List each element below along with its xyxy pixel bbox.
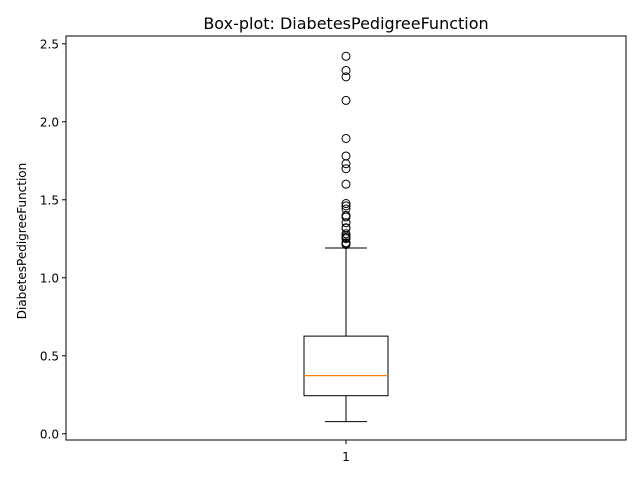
- y-tick-label: 2.0: [40, 115, 59, 129]
- outlier-point: [341, 133, 351, 143]
- outlier-point: [341, 151, 351, 161]
- y-tick-label: 1.0: [40, 271, 59, 285]
- chart-title: Box-plot: DiabetesPedigreeFunction: [203, 14, 488, 33]
- outlier-point: [341, 199, 351, 209]
- y-tick-label: 0.0: [40, 427, 59, 441]
- outlier-point: [341, 201, 351, 211]
- outlier-point: [341, 240, 351, 250]
- outlier-point: [341, 229, 351, 239]
- outlier-point: [341, 65, 351, 75]
- y-tick-label: 1.5: [40, 193, 59, 207]
- outlier-point: [341, 218, 351, 228]
- outlier-point: [341, 179, 351, 189]
- y-tick-label: 0.5: [40, 349, 59, 363]
- x-tick-label: 1: [342, 450, 350, 464]
- outlier-point: [341, 234, 351, 244]
- outlier-point: [341, 159, 351, 169]
- outlier-point: [341, 72, 351, 82]
- y-tick-label: 2.5: [40, 37, 59, 51]
- outlier-point: [341, 212, 351, 222]
- plot-area: 0.0 0.5 1.0 1.5 2.0 2.5 1: [40, 37, 389, 464]
- y-axis-label: DiabetesPedigreeFunction: [15, 163, 29, 320]
- iqr-box: [303, 335, 389, 397]
- outlier-point: [341, 164, 351, 174]
- outlier-point: [341, 95, 351, 105]
- outlier-point: [341, 51, 351, 61]
- axes-frame: [65, 35, 627, 441]
